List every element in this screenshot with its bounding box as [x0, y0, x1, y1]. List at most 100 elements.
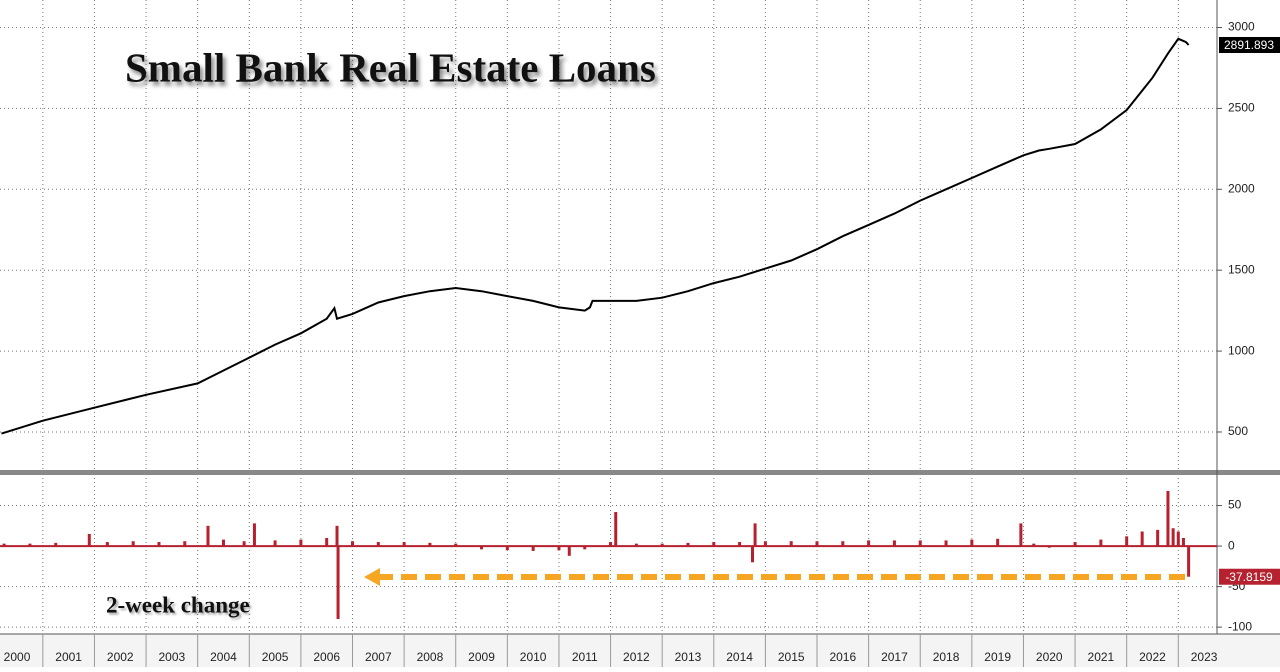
bar — [402, 542, 406, 547]
bar — [299, 539, 303, 547]
x-tick-label: 2016 — [829, 650, 856, 664]
bar — [183, 541, 187, 547]
bar — [557, 546, 561, 551]
bar — [753, 523, 757, 547]
x-tick-label: 2020 — [1036, 650, 1063, 664]
x-tick-label: 2008 — [417, 650, 444, 664]
x-tick-label: 2019 — [984, 650, 1011, 664]
x-tick-label: 2007 — [365, 650, 392, 664]
bar — [221, 539, 225, 547]
bar — [892, 540, 896, 547]
bar — [273, 540, 277, 547]
bar — [750, 546, 754, 563]
bar — [918, 540, 922, 547]
chart-title: Small Bank Real Estate Loans — [125, 44, 656, 90]
bar — [841, 541, 845, 547]
x-tick-label: 2006 — [313, 650, 340, 664]
bar — [325, 537, 329, 547]
y-tick-label: 3000 — [1228, 20, 1255, 34]
bar — [660, 543, 664, 547]
bar — [1032, 543, 1036, 547]
x-tick-label: 2009 — [468, 650, 495, 664]
bar — [531, 546, 535, 551]
x-tick-label: 2002 — [107, 650, 134, 664]
y-tick-label: 0 — [1228, 538, 1235, 552]
bar — [131, 541, 135, 547]
x-tick-label: 2021 — [1088, 650, 1115, 664]
y-tick-label: 1000 — [1228, 343, 1255, 357]
bar — [970, 539, 974, 547]
bar — [1125, 536, 1129, 547]
arrow-head — [364, 568, 380, 586]
bar — [583, 546, 587, 550]
x-tick-label: 2018 — [933, 650, 960, 664]
bar — [54, 542, 58, 547]
last-value-tag — [1219, 36, 1280, 53]
bar — [376, 542, 380, 547]
arrow-annotation — [364, 568, 1185, 586]
bar — [505, 546, 509, 551]
line-series — [1, 37, 1190, 435]
x-tick-label: 2017 — [881, 650, 908, 664]
x-tick-label: 2004 — [210, 650, 237, 664]
bar — [789, 541, 793, 547]
bar — [335, 525, 339, 547]
bar — [634, 543, 638, 547]
bar — [1140, 531, 1144, 547]
bar — [87, 533, 91, 547]
bar — [738, 542, 742, 547]
y-tick-label: 1500 — [1228, 262, 1255, 276]
bar — [157, 542, 161, 547]
y-tick-label: 500 — [1228, 424, 1248, 438]
bar — [428, 542, 432, 547]
bar — [28, 543, 32, 547]
x-tick-label: 2014 — [726, 650, 753, 664]
bar — [1099, 539, 1103, 547]
bar — [1176, 531, 1180, 547]
bar — [609, 542, 613, 547]
last-value-tag — [1219, 568, 1280, 585]
x-tick-label: 2003 — [159, 650, 186, 664]
x-tick-label: 2022 — [1139, 650, 1166, 664]
bar — [336, 546, 340, 620]
bar — [1181, 537, 1185, 547]
bar — [614, 512, 618, 547]
bar — [815, 541, 819, 547]
bar — [1019, 523, 1023, 547]
bar — [944, 540, 948, 547]
x-tick-label: 2010 — [520, 650, 547, 664]
bar — [1187, 546, 1191, 577]
bar — [763, 541, 767, 547]
annotation: 2-week change — [106, 592, 250, 617]
x-tick-label: 2015 — [778, 650, 805, 664]
bar — [480, 546, 484, 550]
x-tick-label: 2001 — [55, 650, 82, 664]
x-tick-label: 2023 — [1191, 650, 1218, 664]
x-tick-label: 2005 — [262, 650, 289, 664]
last-value-label: -37.8159 — [1225, 570, 1273, 584]
bar — [996, 538, 1000, 547]
y-tick-label: 50 — [1228, 498, 1242, 512]
bar — [351, 541, 355, 547]
bar — [242, 541, 246, 547]
y-tick-label: -100 — [1228, 619, 1252, 633]
y-tick-label: 2500 — [1228, 101, 1255, 115]
bar — [1047, 546, 1051, 548]
bar — [206, 525, 210, 547]
bar — [105, 542, 109, 547]
y-tick-label: 2000 — [1228, 181, 1255, 195]
bar — [2, 543, 6, 547]
x-tick-label: 2000 — [4, 650, 31, 664]
last-value-label: 2891.893 — [1224, 38, 1274, 52]
bar — [1166, 490, 1170, 547]
x-axis-band — [0, 634, 1280, 667]
panel-separator — [0, 470, 1280, 475]
x-tick-label: 2011 — [572, 650, 598, 664]
bar — [1171, 528, 1175, 547]
bar — [567, 546, 571, 556]
x-tick-label: 2012 — [623, 650, 650, 664]
bar — [454, 543, 458, 547]
